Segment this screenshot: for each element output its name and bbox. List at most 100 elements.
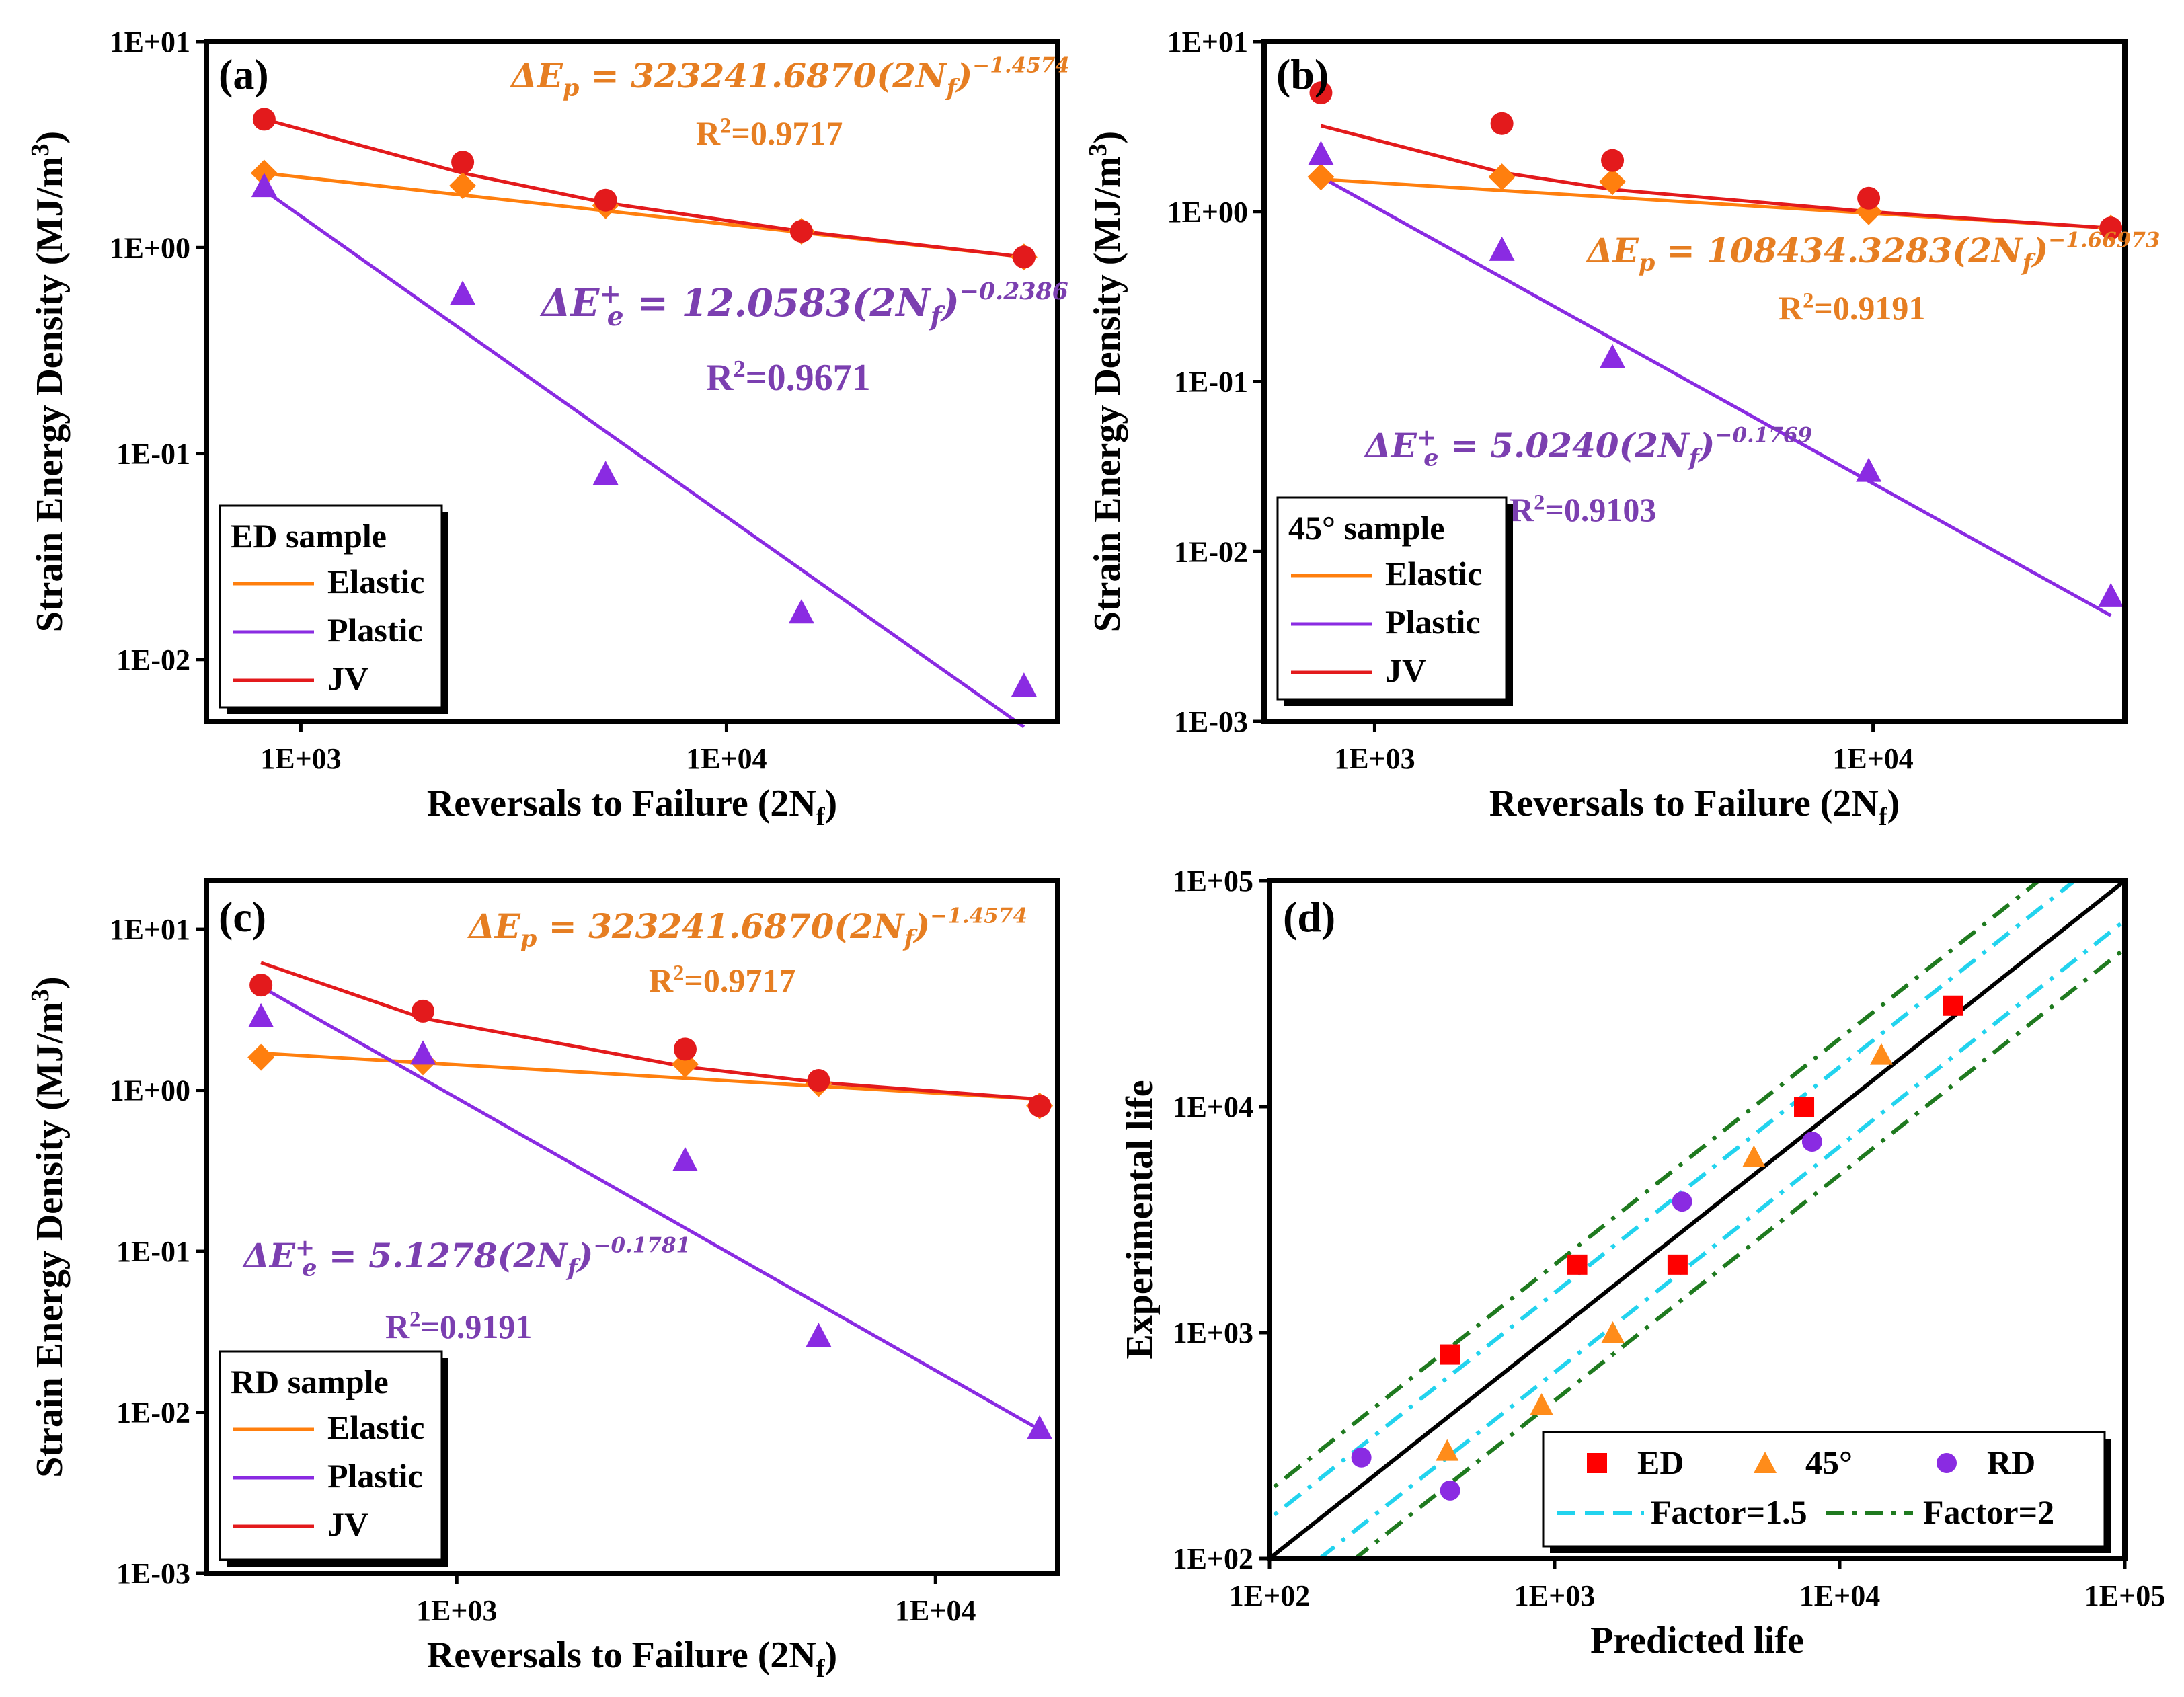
x-axis-label-sub: f xyxy=(1879,803,1888,831)
y-tick-label: 1E+01 xyxy=(1167,26,1248,58)
data-point-45deg-1 xyxy=(1530,1393,1553,1415)
legend: RD sample Elastic Plastic JV xyxy=(219,1350,448,1567)
data-point-plastic-2 xyxy=(592,461,619,485)
data-point-plastic-2 xyxy=(1600,344,1626,368)
legend: 45° sample Elastic Plastic JV xyxy=(1276,496,1513,706)
x-tick-label: 1E+03 xyxy=(1334,742,1415,775)
legend-label-plastic: Plastic xyxy=(1385,603,1481,641)
legend-label-plastic: Plastic xyxy=(327,1457,423,1495)
plastic-r2: R2=0.9191 xyxy=(385,1308,532,1346)
elastic-equation-coef: = 108434.3283(2N xyxy=(1655,231,2023,270)
y-axis-label-main: Experimental life xyxy=(1119,1080,1161,1359)
y-axis-label-sup: 3 xyxy=(26,143,54,156)
panel-letter: (b) xyxy=(1276,50,1329,98)
plastic-equation-sub: e xyxy=(1424,444,1438,472)
plastic-equation-delta: ΔE xyxy=(539,281,600,325)
plastic-equation-sub: e xyxy=(302,1255,317,1282)
plastic-equation: ΔE+ e = 5.0240(2Nf)−0.1769 xyxy=(1363,424,1812,472)
y-tick-label: 1E+01 xyxy=(110,913,190,946)
x-axis-label-main: Reversals to Failure (2N xyxy=(427,783,816,824)
plastic-r2-r: R xyxy=(1510,491,1534,528)
data-point-jv-0 xyxy=(252,108,276,131)
data-point-elastic-1 xyxy=(449,172,477,200)
plastic-r2: R2=0.9103 xyxy=(1510,491,1656,529)
data-point-jv-0 xyxy=(1309,81,1333,105)
legend-box xyxy=(1276,496,1508,701)
y-tick-label: 1E+01 xyxy=(110,26,190,58)
legend-label-0: ED xyxy=(1637,1444,1684,1481)
y-tick-label: 1E+00 xyxy=(1167,196,1248,229)
factor15-lower-line xyxy=(1316,918,2125,1558)
elastic-r2-two: 2 xyxy=(673,961,684,986)
x-tick-label: 1E+03 xyxy=(1514,1579,1595,1612)
data-point-plastic-0 xyxy=(251,173,277,198)
data-point-plastic-4 xyxy=(1027,1415,1053,1439)
elastic-equation-sub: p xyxy=(520,925,537,953)
x-axis-label-main: Predicted life xyxy=(1590,1620,1804,1661)
plastic-equation-close: ) xyxy=(576,1236,594,1275)
data-point-45deg-2 xyxy=(1601,1321,1625,1343)
x-tick-label: 1E+04 xyxy=(1832,742,1913,775)
legend-label-factor2: Factor=2 xyxy=(1923,1493,2054,1531)
data-point-jv-2 xyxy=(673,1037,697,1061)
legend-title: RD sample xyxy=(231,1363,389,1400)
data-point-plastic-3 xyxy=(806,1323,832,1347)
legend-label-plastic: Plastic xyxy=(327,611,423,649)
fit-line-jv xyxy=(264,117,1025,259)
data-point-rd-2 xyxy=(1672,1191,1692,1212)
data-point-rd-0 xyxy=(1351,1447,1372,1468)
y-axis-label-main: Strain Energy Density (MJ/m xyxy=(29,1002,71,1478)
y-tick-label: 1E-01 xyxy=(116,1235,190,1268)
plastic-r2-value: =0.9103 xyxy=(1545,491,1656,528)
y-tick-label: 1E-03 xyxy=(1174,705,1248,738)
y-axis-label-close: ) xyxy=(1087,131,1128,144)
elastic-r2-two: 2 xyxy=(1803,289,1814,313)
plastic-r2-two: 2 xyxy=(1534,491,1545,515)
x-axis-label-main: Reversals to Failure (2N xyxy=(1489,783,1879,824)
x-axis-label-close: ) xyxy=(825,783,838,824)
plastic-equation-exp: −0.1781 xyxy=(593,1234,691,1258)
data-point-jv-3 xyxy=(789,220,813,243)
legend-marker-1 xyxy=(1754,1452,1777,1473)
data-point-jv-4 xyxy=(2099,216,2123,240)
legend-label-1: 45° xyxy=(1805,1444,1852,1481)
panel-a: 1E+03 1E+04 1E+01 1E+00 1E-01 1E-02 Reversals … xyxy=(26,26,1070,831)
legend-box xyxy=(219,504,443,709)
data-point-plastic-3 xyxy=(788,599,814,624)
y-axis-label: Experimental life xyxy=(1119,1080,1161,1359)
panel-c: 1E+03 1E+04 1E+01 1E+00 1E-01 1E-02 1E-03 Rever… xyxy=(26,878,1060,1683)
elastic-r2-r: R xyxy=(649,961,674,999)
plastic-equation-sub: e xyxy=(607,301,624,332)
plastic-equation-sup: + xyxy=(599,278,621,309)
plastic-equation-exp: −0.2386 xyxy=(960,278,1068,305)
legend-label-jv: JV xyxy=(1385,652,1426,689)
plastic-equation-sup: + xyxy=(1417,424,1436,452)
elastic-equation-close: ) xyxy=(2031,231,2049,270)
plastic-r2-value: =0.9671 xyxy=(746,357,871,399)
legend-label-jv: JV xyxy=(327,660,368,697)
plot-frame xyxy=(204,39,1060,724)
data-point-jv-4 xyxy=(1028,1094,1052,1117)
elastic-r2-two: 2 xyxy=(720,114,731,139)
data-point-ed-1 xyxy=(1567,1254,1588,1275)
x-axis-label-close: ) xyxy=(1887,783,1900,824)
plastic-equation-close: ) xyxy=(1698,426,1715,465)
y-axis-label: Strain Energy Density (MJ/m3) xyxy=(26,131,71,632)
fit-line-jv xyxy=(1320,124,2111,230)
y-tick-label: 1E-02 xyxy=(116,643,190,676)
data-point-plastic-4 xyxy=(1011,672,1037,697)
data-point-jv-1 xyxy=(451,151,475,174)
legend-title: ED sample xyxy=(231,517,387,555)
y-axis-label-sup: 3 xyxy=(26,989,54,1002)
data-point-elastic-2 xyxy=(1599,168,1627,196)
x-axis-label-sub: f xyxy=(816,1655,826,1683)
y-axis-label: Strain Energy Density (MJ/m3) xyxy=(26,976,71,1477)
y-tick-label: 1E-03 xyxy=(116,1557,190,1590)
y-tick-label: 1E-02 xyxy=(116,1396,190,1429)
elastic-equation-exp: −1.4574 xyxy=(972,54,1070,78)
data-point-plastic-1 xyxy=(450,280,476,305)
x-tick-label: 1E+02 xyxy=(1229,1579,1310,1612)
elastic-equation-exp: −1.66973 xyxy=(2048,229,2160,253)
y-axis-label-sup: 3 xyxy=(1084,143,1112,156)
